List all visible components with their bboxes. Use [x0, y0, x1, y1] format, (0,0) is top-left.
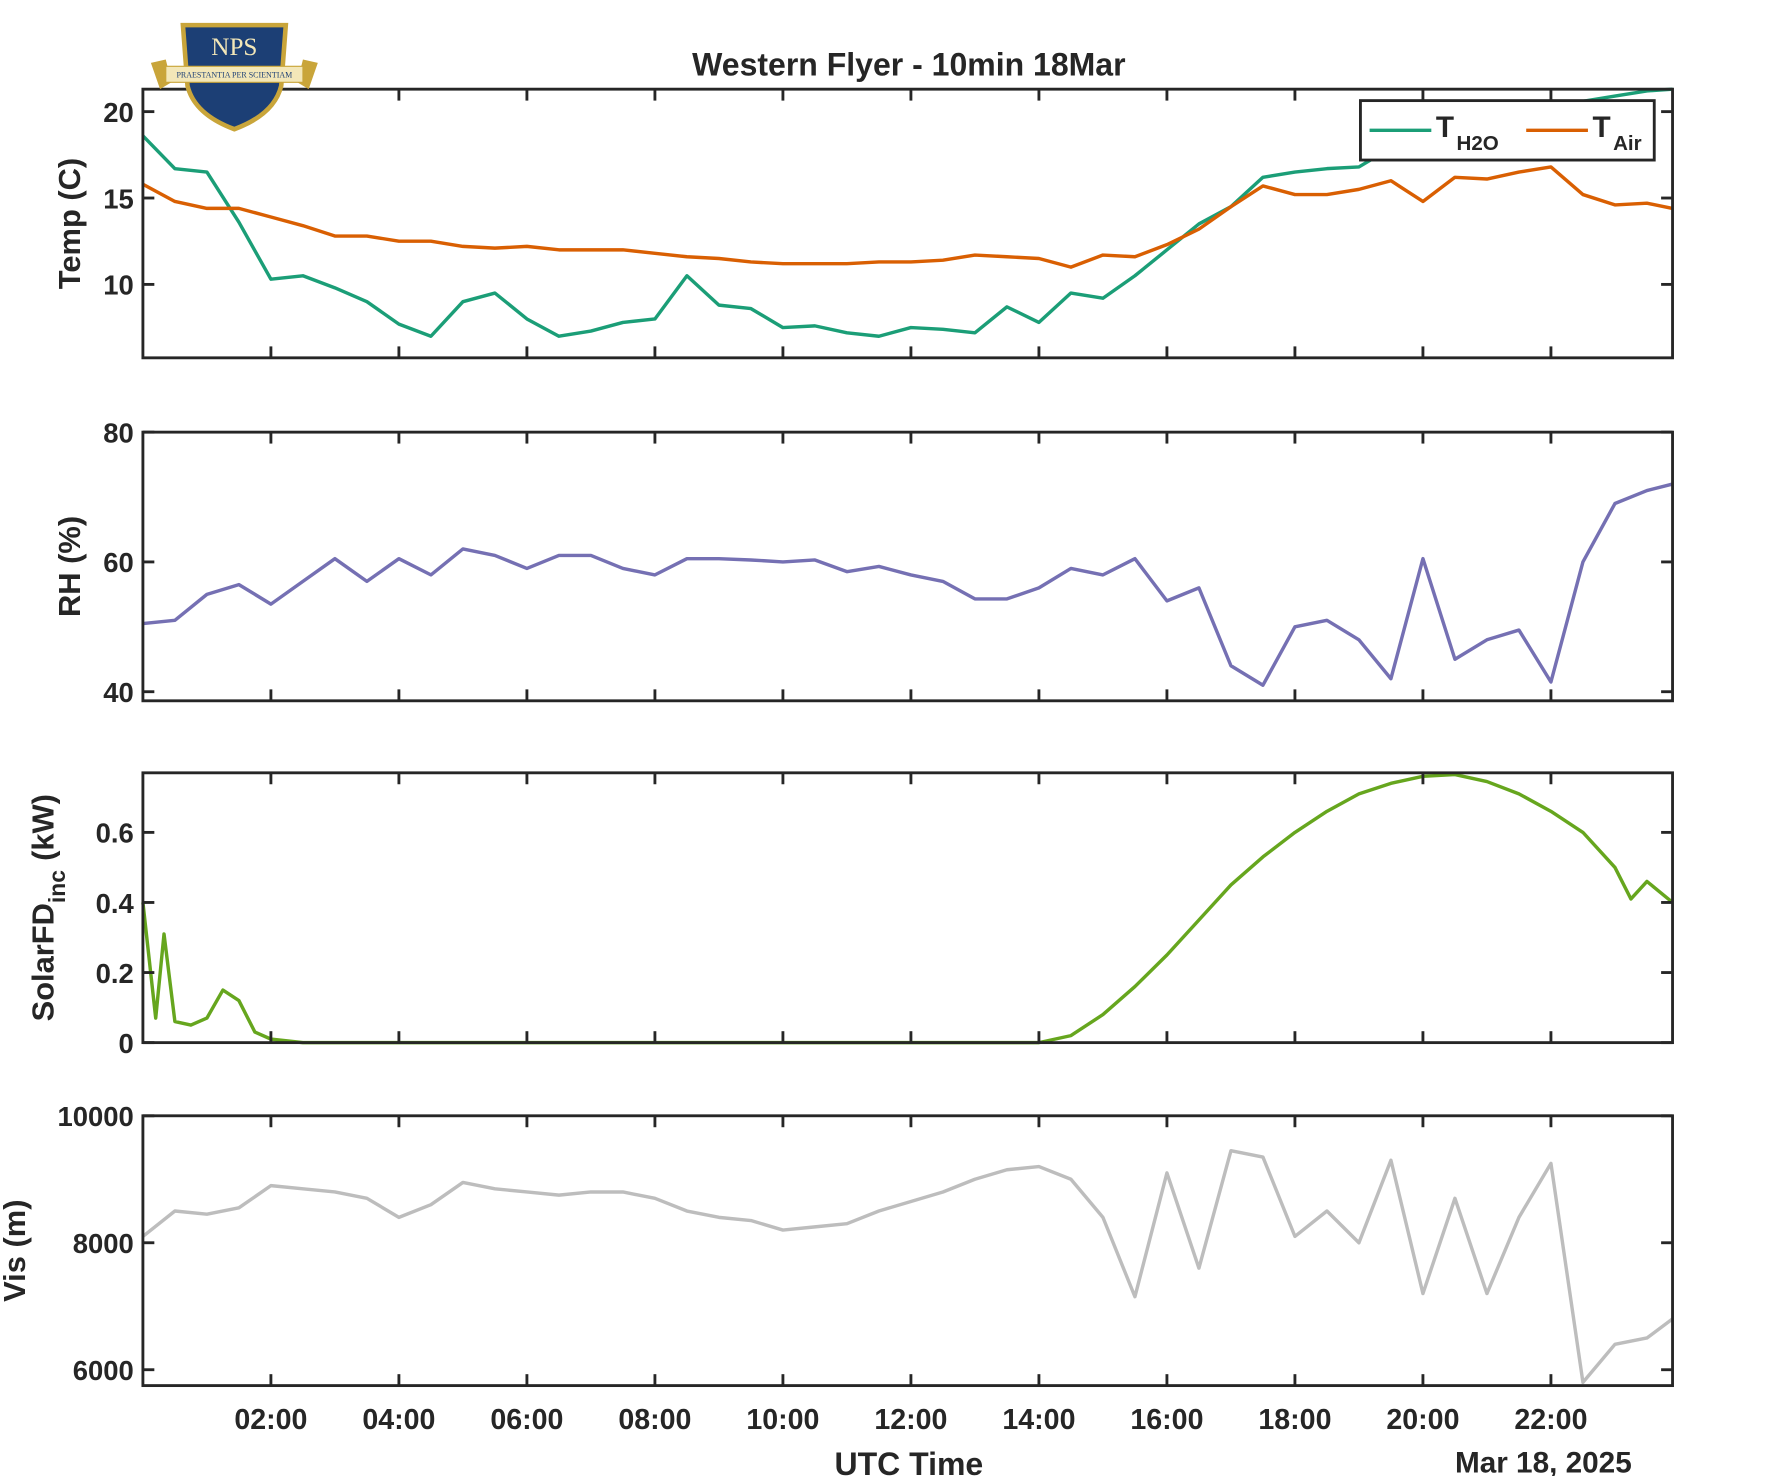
x-tick-label: 02:00: [234, 1404, 307, 1436]
plot-area: [142, 772, 1673, 1043]
x-tick-label: 12:00: [874, 1404, 947, 1436]
y-tick-label: 0.2: [96, 958, 134, 989]
x-tick-label: 08:00: [618, 1404, 691, 1436]
y-tick-label: 10: [103, 270, 134, 301]
plot-area: [142, 432, 1673, 701]
data-line: [142, 482, 1673, 687]
y-tick-label: 40: [103, 677, 134, 708]
x-tick-label: 10:00: [746, 1404, 819, 1436]
x-tick-label: 18:00: [1258, 1404, 1331, 1436]
y-tick-label: 80: [103, 417, 134, 448]
logo-motto: PRAESTANTIA PER SCIENTIAM: [176, 71, 292, 80]
x-tick-label: 20:00: [1386, 1404, 1459, 1436]
x-axis-label: UTC Time: [834, 1446, 983, 1476]
y-tick-label: 0.4: [96, 888, 135, 919]
axes-box: [141, 1114, 1674, 1388]
y-tick-label: 8000: [73, 1228, 134, 1259]
data-line: [141, 772, 1674, 1045]
legend-label-sub: H2O: [1456, 132, 1498, 155]
y-axis-label-part: inc: [44, 870, 70, 903]
date-label: Mar 18, 2025: [1455, 1446, 1632, 1476]
legend-label: T: [1436, 111, 1454, 144]
logo-banner: [165, 65, 304, 83]
y-tick-label: 10000: [57, 1101, 133, 1132]
y-tick-label: 0.6: [96, 818, 134, 849]
axes-box: [141, 87, 1674, 360]
x-tick-label: 06:00: [490, 1404, 563, 1436]
legend-label-sub: Air: [1613, 132, 1642, 155]
y-axis-label-part: (kW): [26, 794, 61, 861]
axes-box: [141, 771, 1674, 1045]
panel: 40 60 80 RH (%): [52, 417, 1674, 708]
x-tick-label: 14:00: [1002, 1404, 1075, 1436]
y-tick-label: 0: [118, 1028, 133, 1059]
chart-title: Western Flyer - 10min 18Mar: [692, 46, 1125, 82]
data-line: [142, 165, 1673, 269]
logo-text: NPS: [211, 34, 257, 61]
panel: 10 15 20 Temp (C) Western Flyer - 10min 18Ma…: [52, 46, 1674, 360]
y-axis-label: Vis (m): [0, 1200, 32, 1302]
legend: T H2O T Air: [1359, 99, 1656, 162]
x-tick-label: 22:00: [1514, 1404, 1587, 1436]
y-tick-label: 15: [103, 183, 134, 214]
plot-area: [142, 1115, 1673, 1386]
y-tick-label: 60: [103, 547, 134, 578]
axes-box: [141, 430, 1674, 703]
panel: 0 0.2 0.4 0.6 SolarFDinc (kW): [26, 771, 1674, 1059]
logo: NPS PRAESTANTIA PER SCIENTIAM: [150, 22, 318, 132]
x-tick-label: 04:00: [362, 1404, 435, 1436]
x-tick-label: 16:00: [1130, 1404, 1203, 1436]
y-axis-label-part: SolarFD: [26, 903, 61, 1021]
y-axis-label: SolarFDinc (kW): [26, 794, 70, 1021]
y-axis-label: RH (%): [52, 516, 87, 617]
panel: 6000 8000 10000 02:00 04:00 06:00 08:00 10:00 12…: [0, 1101, 1674, 1476]
legend-label: T: [1593, 111, 1611, 144]
y-axis-label: Temp (C): [52, 158, 87, 289]
y-tick-label: 20: [103, 97, 134, 128]
data-line: [141, 1148, 1674, 1385]
y-tick-label: 6000: [73, 1355, 134, 1386]
